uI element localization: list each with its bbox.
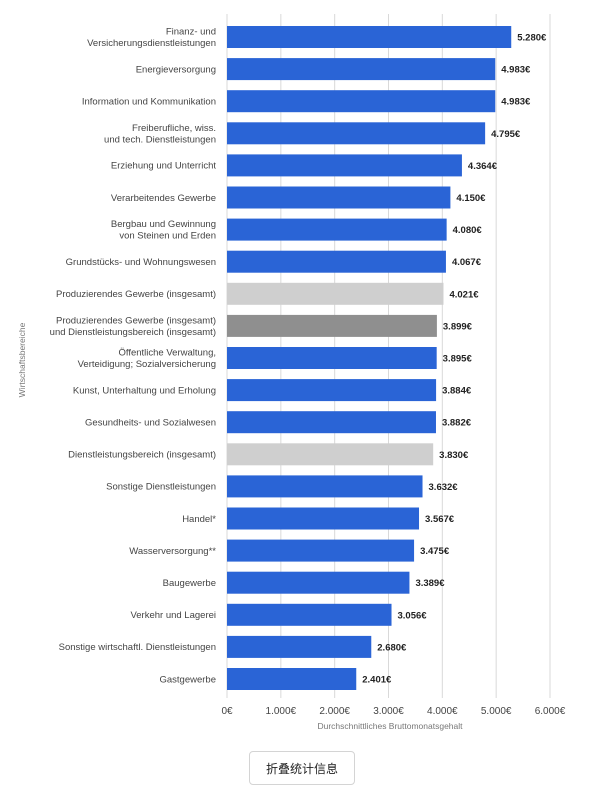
collapse-statistics-button[interactable]: 折叠统计信息 [249, 751, 355, 785]
category-label: Verarbeitendes Gewerbe [111, 193, 216, 204]
category-label: Erziehung und Unterricht [111, 161, 216, 172]
bar [227, 250, 446, 273]
value-label: 2.680€ [377, 642, 407, 653]
category-label: Finanz- und Versicherungsdienstleistungen [87, 27, 216, 50]
value-label: 3.567€ [425, 514, 455, 525]
category-label: Information und Kommunikation [82, 97, 216, 108]
value-label: 4.021€ [449, 289, 479, 300]
category-label: Öffentliche Verwaltung, Verteidigung; Soz… [78, 348, 216, 371]
value-label: 3.895€ [443, 354, 473, 365]
category-label: Bergbau und Gewinnung von Steinen und Erd… [111, 219, 216, 242]
category-label: Energieversorgung [136, 64, 216, 75]
category-label: Dienstleistungsbereich (insgesamt) [68, 450, 216, 461]
value-label: 3.899€ [443, 321, 473, 332]
bars [227, 26, 512, 690]
value-label: 3.830€ [439, 450, 469, 461]
bar [227, 475, 423, 498]
bar [227, 58, 496, 81]
value-label: 4.080€ [453, 225, 483, 236]
bar [227, 603, 392, 626]
bar [227, 218, 447, 241]
y-axis-title: Wirtschaftsbereiche [17, 322, 27, 397]
x-tick-label: 0€ [221, 706, 233, 717]
value-label: 5.280€ [517, 33, 547, 44]
bar [227, 347, 437, 369]
value-label: 3.884€ [442, 386, 472, 397]
bar [227, 411, 436, 434]
x-tick-label: 1.000€ [266, 706, 297, 717]
category-labels: Finanz- und Versicherungsdienstleistungen… [50, 27, 217, 686]
value-label: 3.475€ [420, 546, 450, 557]
value-labels: 5.280€ 4.983€ 4.983€ 4.795€ 4.364€ 4.150€ 4.08… [362, 33, 547, 686]
bar [227, 539, 415, 562]
bar [227, 635, 372, 658]
bar [227, 90, 496, 113]
bar [227, 186, 451, 209]
category-label: Sonstige wirtschaftl. Dienstleistungen [59, 642, 216, 653]
value-label: 3.632€ [429, 482, 459, 493]
category-label: Grundstücks- und Wohnungswesen [66, 257, 216, 268]
value-label: 3.056€ [398, 610, 428, 621]
value-label: 4.795€ [491, 129, 521, 140]
bar [227, 507, 420, 530]
category-label: Produzierendes Gewerbe (insgesamt) und Di… [50, 315, 216, 338]
value-label: 4.150€ [456, 193, 486, 204]
category-label: Freiberufliche, wiss. und tech. Dienstlei… [104, 123, 216, 146]
x-tick-label: 2.000€ [319, 706, 350, 717]
category-label: Kunst, Unterhaltung und Erholung [73, 385, 216, 396]
chart-canvas: Finanz- und Versicherungsdienstleistungen… [17, 14, 566, 731]
bar [227, 154, 462, 177]
category-label: Sonstige Dienstleistungen [106, 482, 216, 493]
x-tick-label: 6.000€ [535, 706, 566, 717]
bar [227, 282, 444, 305]
bar [227, 443, 434, 466]
bar-chart: Finanz- und Versicherungsdienstleistungen… [17, 14, 566, 731]
category-label: Handel* [182, 514, 216, 525]
value-label: 4.983€ [501, 65, 531, 76]
x-axis-title: Durchschnittliches Bruttomonatsgehalt [317, 721, 463, 731]
category-label: Gastgewerbe [159, 674, 216, 685]
bar [227, 122, 486, 145]
bar [227, 571, 410, 594]
value-label: 3.882€ [442, 418, 472, 429]
value-label: 3.389€ [415, 578, 445, 589]
value-label: 2.401€ [362, 675, 392, 686]
x-tick-label: 3.000€ [373, 706, 404, 717]
x-tick-label: 4.000€ [427, 706, 458, 717]
category-label: Verkehr und Lagerei [130, 610, 216, 621]
category-label: Wasserversorgung** [129, 546, 216, 557]
bar [227, 379, 437, 402]
bar [227, 314, 437, 337]
bar [227, 26, 512, 48]
category-label: Produzierendes Gewerbe (insgesamt) [56, 289, 216, 300]
category-label: Gesundheits- und Sozialwesen [85, 418, 216, 429]
bar [227, 668, 357, 690]
value-label: 4.983€ [501, 97, 531, 108]
category-label: Baugewerbe [163, 578, 216, 589]
value-label: 4.067€ [452, 257, 482, 268]
x-tick-label: 5.000€ [481, 706, 512, 717]
x-axis-ticks: 0€ 1.000€ 2.000€ 3.000€ 4.000€ 5.000€ 6.000€ [221, 706, 565, 717]
value-label: 4.364€ [468, 161, 498, 172]
